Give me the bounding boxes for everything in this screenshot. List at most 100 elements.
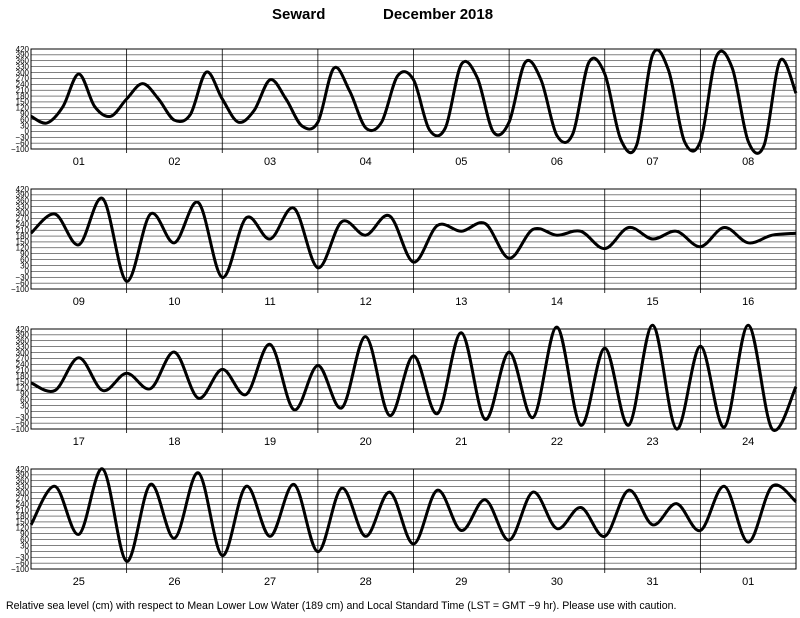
y-tick-label: −100 [11,425,30,434]
y-tick-label: 210 [16,226,30,235]
y-tick-label: −100 [11,145,30,154]
y-tick-label: 90 [20,530,29,539]
y-tick-label: 0 [25,407,30,416]
day-label: 21 [455,436,467,448]
day-label: 20 [360,436,372,448]
day-label: 04 [360,156,372,168]
day-label: 10 [168,296,180,308]
day-label: 01 [742,576,754,588]
day-label: 06 [551,156,563,168]
y-tick-label: 120 [16,524,30,533]
day-label: 14 [551,296,563,308]
y-tick-label: −30 [15,273,29,282]
y-tick-label: 150 [16,98,30,107]
y-tick-label: 0 [25,547,30,556]
y-tick-label: 240 [16,220,30,229]
y-tick-label: 420 [16,185,30,194]
day-label: 16 [742,296,754,308]
tide-curve [29,196,797,283]
day-label: 30 [551,576,563,588]
day-label: 02 [168,156,180,168]
y-tick-label: 30 [20,261,29,270]
y-tick-label: 120 [16,244,30,253]
y-tick-label: 210 [16,366,30,375]
y-tick-label: −30 [15,133,29,142]
y-tick-label: 60 [20,535,29,544]
day-label: 03 [264,156,276,168]
y-tick-label: 120 [16,104,30,113]
y-tick-label: 60 [20,255,29,264]
tide-curve [29,467,797,563]
y-tick-label: 150 [16,378,30,387]
panel-frame [30,468,797,570]
day-label: 12 [360,296,372,308]
chart-title-station: Seward [272,6,326,23]
y-tick-label: 300 [16,488,30,497]
y-tick-label: 210 [16,86,30,95]
y-tick-label: 330 [16,62,30,71]
y-tick-label: 420 [16,465,30,474]
day-label: 01 [73,156,85,168]
y-tick-label: −60 [15,419,29,428]
day-label: 07 [646,156,658,168]
y-tick-label: 390 [16,471,30,480]
chart-caption: Relative sea level (cm) with respect to … [6,600,677,612]
y-tick-label: 0 [25,267,30,276]
day-label: 25 [73,576,85,588]
y-tick-label: 150 [16,238,30,247]
y-tick-label: −60 [15,559,29,568]
y-tick-label: 360 [16,337,30,346]
y-tick-label: 300 [16,68,30,77]
tide-curve [30,48,798,155]
y-tick-label: 180 [16,512,30,521]
y-tick-label: 300 [16,208,30,217]
day-label: 29 [455,576,467,588]
chart-title-month: December 2018 [383,6,494,23]
y-tick-label: −100 [11,285,30,294]
panel-frame [30,48,797,150]
y-tick-label: 210 [16,506,30,515]
y-tick-label: 330 [16,482,30,491]
y-tick-label: −60 [15,279,29,288]
y-tick-label: 90 [20,110,29,119]
y-tick-label: 180 [16,232,30,241]
y-tick-label: 390 [16,191,30,200]
y-tick-label: 420 [16,45,30,54]
day-label: 26 [168,576,180,588]
y-tick-label: −100 [11,565,30,574]
day-label: 24 [742,436,754,448]
day-label: 31 [646,576,658,588]
y-tick-label: 30 [20,121,29,130]
y-tick-label: 390 [16,51,30,60]
day-label: 15 [646,296,658,308]
y-tick-label: 330 [16,342,30,351]
day-label: 13 [455,296,467,308]
y-tick-label: −60 [15,139,29,148]
y-tick-label: 240 [16,80,30,89]
y-tick-label: 30 [20,401,29,410]
day-label: 08 [742,156,754,168]
y-tick-label: 120 [16,384,30,393]
day-label: 27 [264,576,276,588]
y-tick-label: 30 [20,541,29,550]
y-tick-label: 240 [16,360,30,369]
y-tick-label: 0 [25,127,30,136]
day-label: 17 [73,436,85,448]
y-tick-label: 180 [16,92,30,101]
y-tick-label: 180 [16,372,30,381]
y-tick-label: 270 [16,494,30,503]
day-label: 19 [264,436,276,448]
day-label: 09 [73,296,85,308]
y-tick-label: 360 [16,57,30,66]
y-tick-label: 300 [16,348,30,357]
y-tick-label: 90 [20,390,29,399]
day-label: 23 [646,436,658,448]
y-tick-label: 420 [16,325,30,334]
y-tick-label: 240 [16,500,30,509]
y-tick-label: −30 [15,553,29,562]
y-tick-label: 270 [16,74,30,83]
y-tick-label: 90 [20,250,29,259]
panel-frame [30,328,797,430]
y-tick-label: 150 [16,518,30,527]
day-label: 05 [455,156,467,168]
